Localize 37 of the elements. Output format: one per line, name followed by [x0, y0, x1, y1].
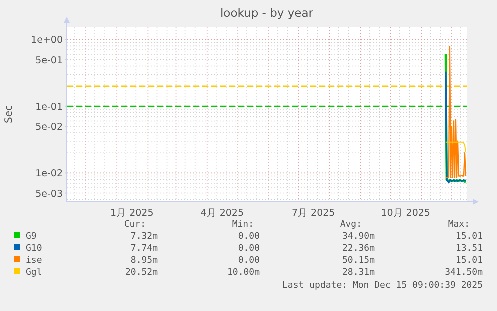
chart-title: lookup - by year — [220, 6, 314, 20]
x-tick-label: 1月 2025 — [110, 208, 154, 219]
text: Last update: Mon Dec 15 09:00:39 2025 — [282, 281, 483, 291]
text: 10.00m — [227, 268, 260, 278]
text: 8.95m — [130, 256, 158, 266]
x-tick-label: 7月 2025 — [292, 208, 336, 219]
legend-label: G10 — [26, 244, 42, 254]
legend-label: Ggl — [26, 268, 42, 278]
legend-label: ise — [26, 256, 42, 266]
text: 7.74m — [130, 244, 158, 254]
text: 22.36m — [342, 244, 375, 254]
text: 341.50m — [445, 268, 483, 278]
y-tick-label: 5e-02 — [36, 122, 63, 134]
text: Avg: — [340, 220, 362, 230]
x-tick-label: 10月 2025 — [381, 208, 430, 219]
y-tick-label: 1e+00 — [31, 35, 63, 46]
text: 0.00 — [238, 256, 260, 266]
text: 28.31m — [342, 268, 375, 278]
text: 15.01 — [456, 232, 483, 242]
y-tick-label: 5e-01 — [36, 55, 63, 66]
text: Min: — [232, 220, 254, 230]
text: 0.00 — [238, 244, 260, 254]
text: 15.01 — [456, 256, 483, 266]
text: 34.90m — [342, 232, 375, 242]
text: Max: — [448, 220, 470, 230]
y-tick-label: 5e-03 — [36, 188, 63, 200]
text: Cur: — [124, 220, 146, 230]
text: 0.00 — [238, 232, 260, 242]
text: 50.15m — [342, 256, 375, 266]
y-axis-title: Sec — [4, 106, 15, 124]
text: 13.51 — [456, 244, 483, 254]
x-tick-label: 4月 2025 — [200, 208, 244, 219]
text: 7.32m — [130, 232, 158, 242]
y-tick-label: 1e-01 — [36, 102, 63, 113]
y-tick-label: 1e-02 — [36, 168, 63, 180]
legend-label: G9 — [26, 232, 37, 242]
text: 20.52m — [125, 268, 158, 278]
